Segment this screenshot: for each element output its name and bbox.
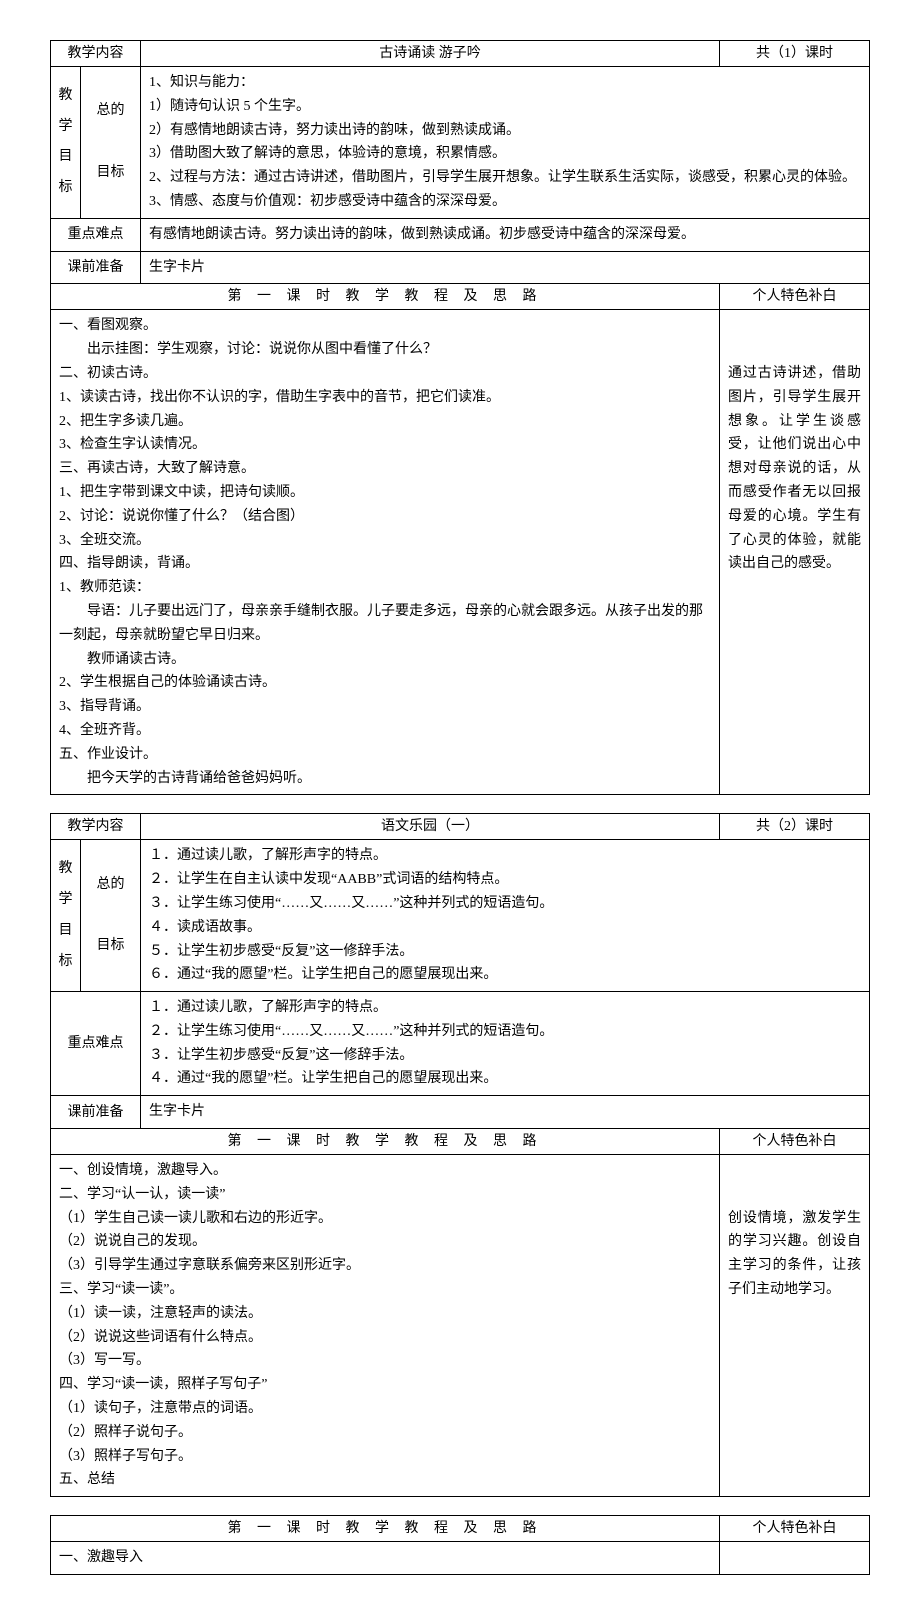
l1-notes-title: 个人特色补白 [720, 284, 870, 310]
l2b-section-title: 第 一 课 时 教 学 教 程 及 思 路 [51, 1516, 720, 1542]
l2-goals: １．通过读儿歌，了解形声字的特点。２．让学生在自主认读中发现“AABB”式词语的… [141, 840, 870, 992]
l2-body: 一、创设情境，激趣导入。二、学习“认一认，读一读”（1）学生自己读一读儿歌和右边… [51, 1155, 720, 1497]
l1-hours: 共（1）课时 [720, 41, 870, 67]
l1-keypoints: 有感情地朗读古诗。努力读出诗的韵味，做到熟读成诵。初步感受诗中蕴含的深深母爱。 [141, 218, 870, 251]
l1-prep-label: 课前准备 [51, 251, 141, 284]
lesson2b-table: 第 一 课 时 教 学 教 程 及 思 路 个人特色补白 一、激趣导入 [50, 1515, 870, 1575]
l1-section-title: 第 一 课 时 教 学 教 程 及 思 路 [51, 284, 720, 310]
l2-content-label: 教学内容 [51, 814, 141, 840]
lesson1-table: 教学内容 古诗诵读 游子吟 共（1）课时 教学目标 总的目标 1、知识与能力：1… [50, 40, 870, 795]
l2-prep: 生字卡片 [141, 1096, 870, 1129]
l2-notes-title: 个人特色补白 [720, 1129, 870, 1155]
l2b-notes-title: 个人特色补白 [720, 1516, 870, 1542]
l2b-notes [720, 1542, 870, 1575]
l2-goals-vlabel: 教学目标 [51, 840, 81, 992]
l1-goals-label2: 总的目标 [81, 67, 141, 219]
l1-title: 古诗诵读 游子吟 [141, 41, 720, 67]
l2-keypoints: １．通过读儿歌，了解形声字的特点。２．让学生练习使用“……又……又……”这种并列… [141, 992, 870, 1096]
l2-section-title: 第 一 课 时 教 学 教 程 及 思 路 [51, 1129, 720, 1155]
l1-body: 一、看图观察。 出示挂图：学生观察，讨论：说说你从图中看懂了什么？二、初读古诗。… [51, 310, 720, 795]
spacer [50, 795, 870, 813]
l2-kp-label: 重点难点 [51, 992, 141, 1096]
l1-goals: 1、知识与能力：1）随诗句认识 5 个生字。2）有感情地朗读古诗，努力读出诗的韵… [141, 67, 870, 219]
l1-notes: 通过古诗讲述，借助图片，引导学生展开想象。让学生谈感受，让他们说出心中想对母亲说… [720, 310, 870, 795]
lesson2-table: 教学内容 语文乐园（一） 共（2）课时 教学目标 总的目标 １．通过读儿歌，了解… [50, 813, 870, 1497]
l1-content-label: 教学内容 [51, 41, 141, 67]
l1-kp-label: 重点难点 [51, 218, 141, 251]
l2-hours: 共（2）课时 [720, 814, 870, 840]
l2-goals-label2: 总的目标 [81, 840, 141, 992]
l1-prep: 生字卡片 [141, 251, 870, 284]
l2-title: 语文乐园（一） [141, 814, 720, 840]
l2-notes: 创设情境，激发学生的学习兴趣。创设自主学习的条件，让孩子们主动地学习。 [720, 1155, 870, 1497]
spacer2 [50, 1497, 870, 1515]
l2b-body: 一、激趣导入 [51, 1542, 720, 1575]
l2-prep-label: 课前准备 [51, 1096, 141, 1129]
l1-goals-vlabel: 教学目标 [51, 67, 81, 219]
